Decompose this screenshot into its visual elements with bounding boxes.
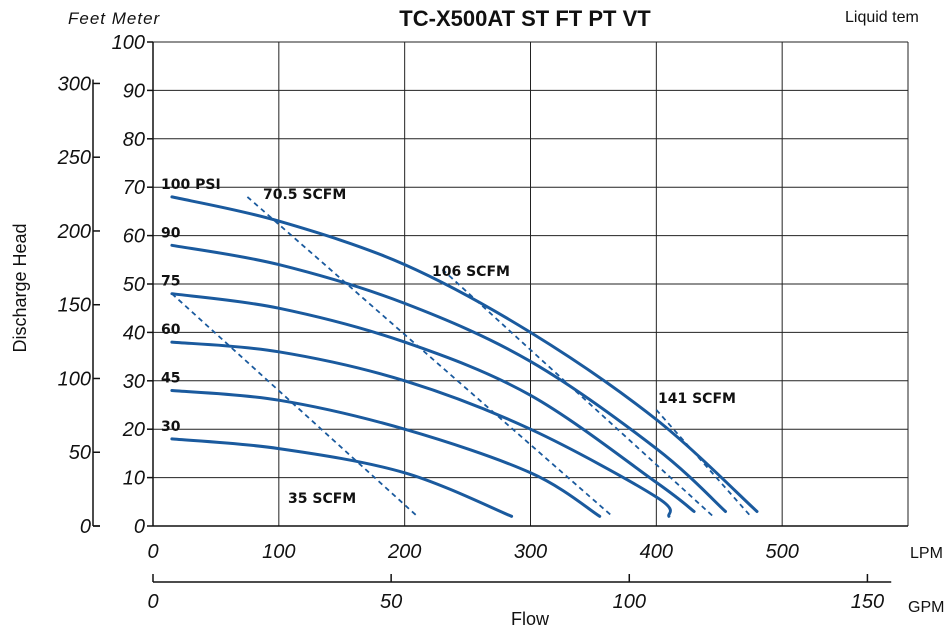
y-tick-meter-70: 70 (123, 177, 145, 199)
x-tick-lpm-200: 200 (387, 541, 421, 563)
curve-45 (170, 389, 602, 518)
series-label: 60 (161, 322, 181, 338)
y-tick-meter-50: 50 (123, 274, 145, 296)
y-tick-meter-30: 30 (123, 371, 145, 393)
x-tick-lpm-400: 400 (640, 541, 673, 563)
series-label: 100 PSI (161, 177, 221, 193)
y-tick-meter-80: 80 (123, 129, 145, 151)
air-line-141-scfm (655, 409, 752, 517)
curve-60 (170, 340, 672, 518)
x-tick-gpm-150: 150 (851, 591, 884, 613)
series-label: 45 (161, 370, 180, 386)
x-tick-lpm-100: 100 (262, 541, 295, 563)
y-tick-meter-0: 0 (134, 516, 145, 538)
series-label: 30 (161, 419, 181, 435)
air-label: 106 SCFM (432, 264, 510, 280)
y-tick-feet-300: 300 (58, 73, 91, 95)
y-tick-feet-0: 0 (80, 516, 91, 538)
curve-100-psi (170, 195, 759, 513)
top-right-note: Liquid tem (845, 9, 919, 26)
x-tick-gpm-100: 100 (613, 591, 646, 613)
y-tick-feet-50: 50 (69, 442, 91, 464)
y-tick-meter-40: 40 (123, 322, 145, 344)
y-tick-meter-10: 10 (123, 468, 145, 490)
x-tick-gpm-50: 50 (380, 591, 402, 613)
x-tick-lpm-300: 300 (514, 541, 547, 563)
series-label: 90 (161, 225, 181, 241)
air-label: 35 SCFM (288, 491, 356, 507)
air-consumption-lines (171, 196, 752, 517)
y-tick-meter-20: 20 (122, 419, 145, 441)
y-tick-feet-200: 200 (57, 221, 91, 243)
pressure-curves (170, 195, 759, 518)
series-label: 75 (161, 274, 180, 290)
x-tick-lpm-500: 500 (765, 541, 798, 563)
air-line-70-5-scfm (246, 196, 613, 517)
air-label: 141 SCFM (658, 391, 736, 407)
curve-30 (170, 437, 514, 518)
y-tick-feet-250: 250 (57, 147, 91, 169)
chart-title: TC-X500AT ST FT PT VT (399, 6, 651, 31)
y-axis-title: Discharge Head (10, 223, 30, 352)
y-tick-feet-100: 100 (58, 368, 91, 390)
y-tick-feet-150: 150 (58, 295, 91, 317)
grid-lines (153, 41, 909, 526)
y-tick-meter-90: 90 (123, 80, 145, 102)
axes (92, 41, 908, 583)
curve-75 (170, 292, 696, 513)
x-unit-primary: LPM (910, 545, 943, 562)
x-unit-secondary: GPM (908, 599, 944, 616)
y-tick-meter-60: 60 (123, 226, 145, 248)
x-tick-lpm-0: 0 (147, 541, 158, 563)
y-tick-meter-100: 100 (112, 32, 145, 54)
air-label: 70.5 SCFM (263, 187, 346, 203)
header-units: Feet Meter (68, 9, 161, 28)
air-line-35-scfm (171, 293, 418, 517)
curve-90 (170, 243, 727, 513)
x-axis-title: Flow (511, 609, 550, 629)
x-tick-gpm-0: 0 (147, 591, 158, 613)
